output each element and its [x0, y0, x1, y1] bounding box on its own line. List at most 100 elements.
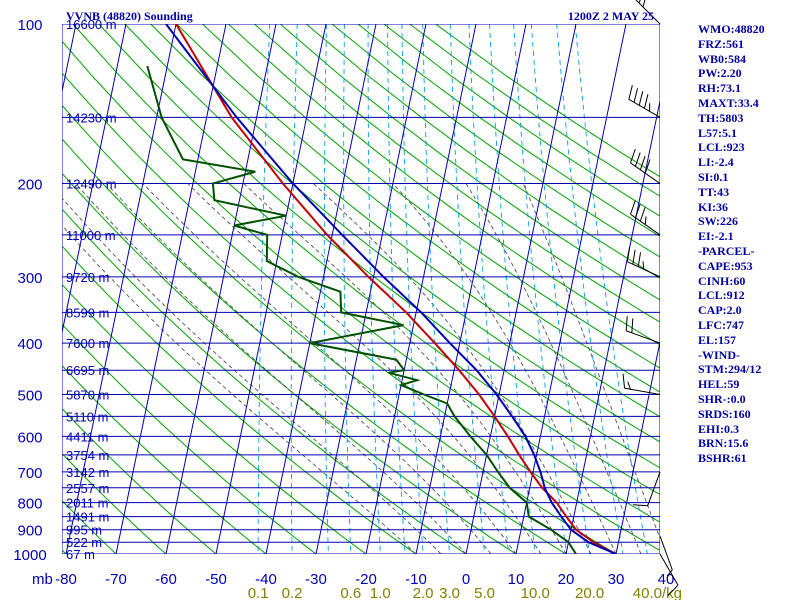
wind-barb-flag	[627, 381, 631, 390]
wind-barb-flag	[626, 247, 631, 262]
temperature-tick-label: -80	[55, 571, 77, 588]
isotherm-line	[515, 24, 627, 554]
index-value: BRN:15.6	[698, 436, 749, 451]
wind-barb	[622, 373, 661, 395]
height-label: 12490 m	[66, 177, 117, 192]
index-value: KI:36	[698, 199, 728, 214]
wind-barb-flag	[637, 252, 642, 267]
index-value: EL:157	[698, 332, 737, 347]
wind-barb	[633, 471, 661, 507]
index-value: LI:-2.4	[698, 155, 734, 170]
wind-barb-flag	[644, 159, 651, 174]
chart-title: VVNB (48820) Sounding	[66, 9, 193, 23]
background-grid	[62, 24, 660, 554]
temperature-tick-label: -50	[205, 571, 227, 588]
height-label: 9720 m	[66, 270, 109, 285]
wind-barb-flag	[633, 88, 639, 103]
height-label: 7600 m	[66, 336, 109, 351]
isotherm-line	[415, 24, 527, 554]
pressure-tick-label: 800	[17, 496, 42, 513]
wind-barb	[626, 247, 661, 278]
index-value: LFC:747	[698, 317, 744, 332]
moist-adiabat-line	[187, 183, 542, 554]
index-value: LCL:912	[698, 288, 745, 303]
wind-barb	[659, 553, 679, 596]
wind-barb-flag	[639, 155, 646, 170]
isotherm-line	[65, 24, 177, 554]
mixing-ratio-tick-label: 0.6	[340, 585, 361, 600]
temperature-tick-label: 20	[558, 571, 575, 588]
temperature-tick-label: -20	[355, 571, 377, 588]
isotherm-line	[62, 24, 127, 335]
index-value: LCL:923	[698, 140, 745, 155]
temperature-tick-label: -30	[305, 571, 327, 588]
pressure-tick-label: 300	[17, 270, 42, 287]
wind-barb-flag	[632, 249, 636, 265]
height-label: 3142 m	[66, 465, 109, 480]
wind-barb-flag	[630, 148, 636, 164]
index-value: -PARCEL-	[698, 243, 755, 258]
pressure-tick-label: 700	[17, 465, 42, 482]
index-value: WMO:48820	[698, 22, 765, 36]
height-label: 67 m	[66, 547, 95, 562]
wind-barb-flag	[625, 316, 628, 331]
pressure-tick-label: 900	[17, 523, 42, 540]
mixing-ratio-tick-label: 20.0	[575, 585, 604, 600]
height-label: 16600 m	[66, 17, 117, 32]
wind-barb-staff	[659, 553, 679, 586]
mixing-ratio-tick-label: 40.0	[633, 585, 662, 600]
mixing-ratio-line	[449, 24, 486, 554]
index-value: FRZ:561	[698, 36, 744, 51]
wind-barb-flag	[628, 85, 633, 100]
mixing-ratio-unit-label: /kg	[662, 585, 682, 600]
index-value: SRDS:160	[698, 406, 751, 421]
moist-adiabat-line	[142, 183, 517, 554]
temperature-profile-line	[175, 24, 617, 554]
height-label: 5870 m	[66, 387, 109, 402]
height-label: 2557 m	[66, 481, 109, 496]
isotherm-line	[315, 24, 427, 554]
mixing-ratio-tick-label: 0.2	[282, 585, 303, 600]
moist-adiabat-line	[75, 183, 467, 554]
height-label: 4411 m	[66, 429, 108, 444]
moist-adiabat-line	[392, 183, 617, 554]
index-value: CAPE:953	[698, 258, 753, 273]
temperature-tick-label: -60	[155, 571, 177, 588]
moist-adiabat-line	[243, 183, 567, 554]
mixing-ratio-tick-label: 0.1	[248, 585, 269, 600]
wind-barb-flag	[667, 584, 679, 596]
height-label: 8599 m	[66, 305, 109, 320]
height-label: 995 m	[66, 523, 102, 538]
pressure-unit-label: mb	[32, 571, 53, 588]
wind-barb	[659, 535, 673, 577]
pressure-tick-label: 400	[17, 336, 42, 353]
height-label: 3754 m	[66, 448, 109, 463]
wind-barb-flag	[644, 216, 647, 225]
sounding-profiles	[146, 24, 617, 554]
index-value: TH:5803	[698, 110, 744, 125]
wind-barb-flag	[634, 152, 641, 167]
wind-barb-flag	[666, 569, 673, 577]
index-value: CINH:60	[698, 273, 746, 288]
temperature-tick-label: -70	[105, 571, 127, 588]
height-label: 2011 m	[66, 496, 108, 511]
temperature-tick-label: 10	[508, 571, 525, 588]
wind-barb-flag	[630, 200, 636, 215]
mixing-ratio-line	[489, 24, 536, 554]
pressure-tick-label: 100	[17, 17, 42, 34]
mixing-ratio-tick-label: 5.0	[474, 585, 495, 600]
height-label: 522 m	[66, 535, 102, 550]
pressure-tick-label: 1000	[13, 547, 46, 564]
dewpoint-profile-line	[146, 65, 577, 554]
index-value: RH:73.1	[698, 81, 741, 96]
wind-barb	[625, 316, 661, 344]
wind-barb-staff	[647, 471, 661, 506]
wind-barb-flag	[622, 373, 626, 389]
height-label: 11000 m	[66, 228, 116, 243]
index-value: SI:0.1	[698, 169, 729, 184]
wind-barb-flag	[633, 504, 648, 507]
isotherm-line	[115, 24, 227, 554]
index-value: BSHR:61	[698, 451, 747, 466]
